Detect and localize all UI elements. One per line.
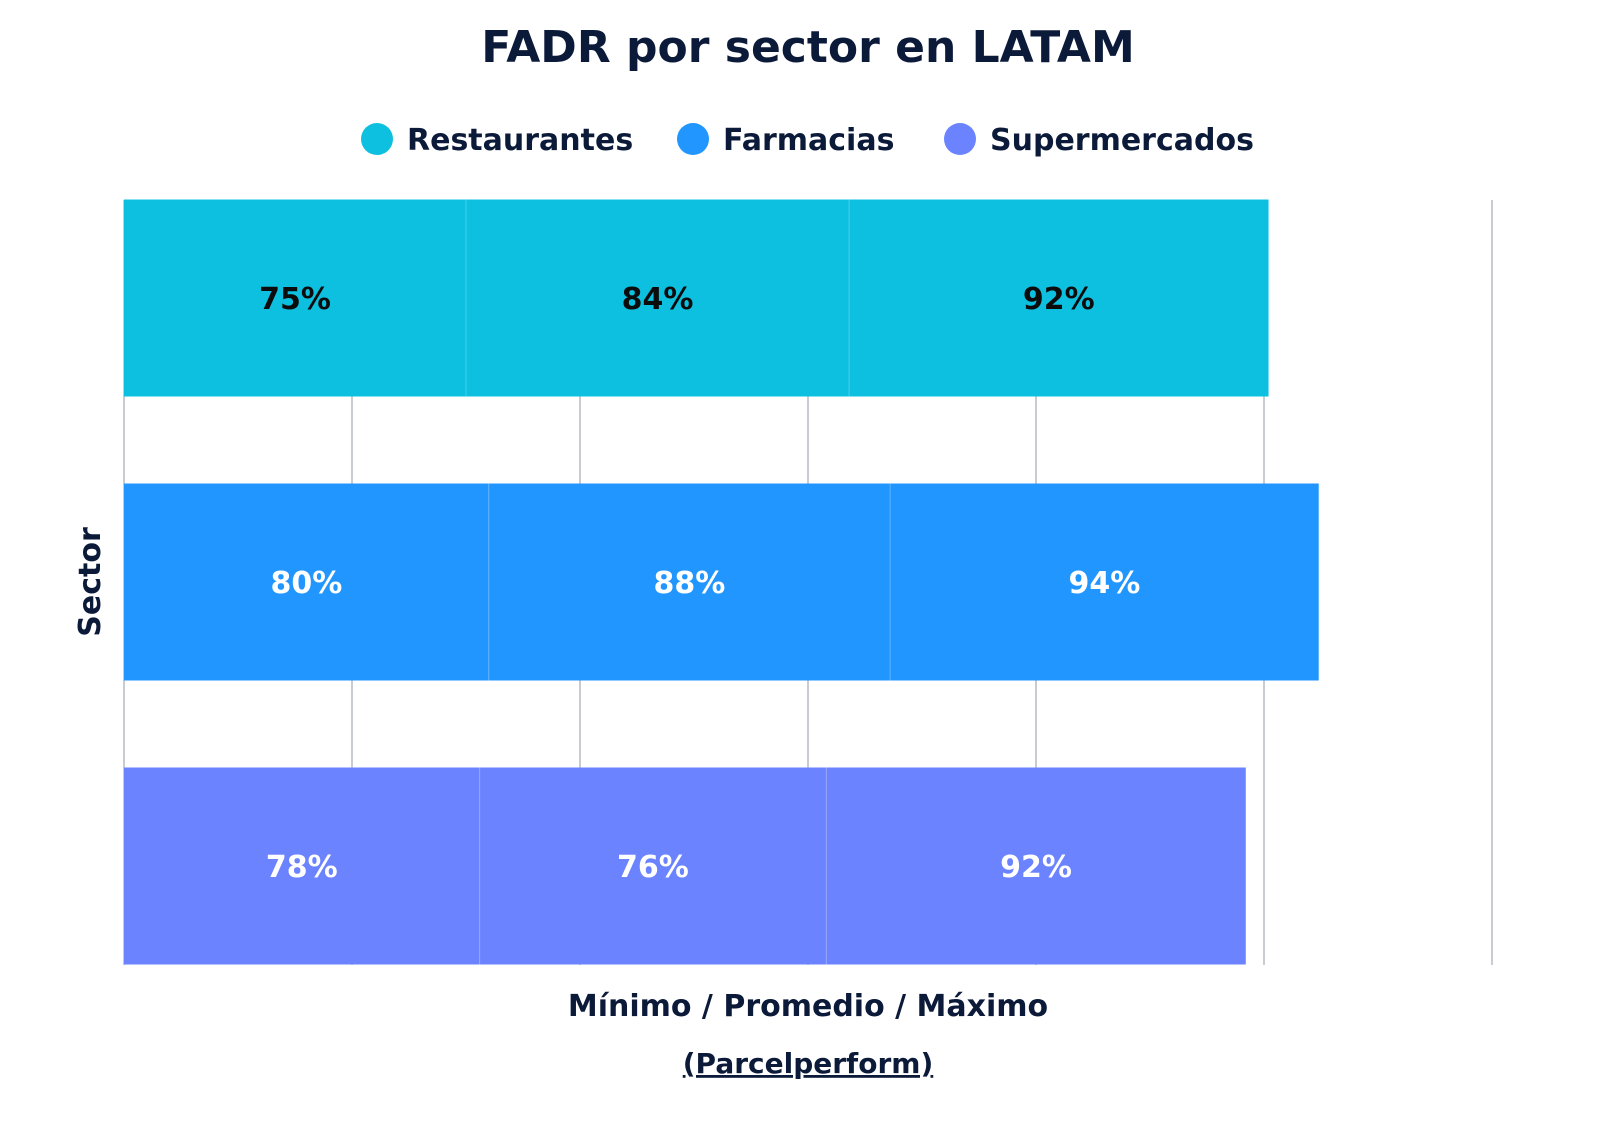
x-axis-label: Mínimo / Promedio / Máximo [568, 989, 1048, 1024]
bar-supermercados-mínimo [124, 767, 480, 965]
data-label-restaurantes-1: 84% [622, 282, 694, 317]
legend-label-supermercados: Supermercados [990, 123, 1254, 158]
bar-restaurantes-mínimo [124, 199, 466, 397]
bar-restaurantes-máximo [849, 199, 1269, 397]
legend-marker-restaurantes [361, 123, 393, 155]
data-label-farmacias-1: 88% [654, 566, 726, 601]
legend-label-farmacias: Farmacias [723, 123, 894, 158]
bars-layer [124, 199, 1319, 965]
data-label-supermercados-2: 92% [1000, 850, 1072, 885]
legend-marker-farmacias [677, 123, 709, 155]
legend: Restaurantes Farmacias Supermercados [361, 123, 1254, 158]
source-link[interactable]: (Parcelperform) [683, 1047, 934, 1080]
data-label-farmacias-0: 80% [270, 566, 342, 601]
bar-supermercados-promedio [479, 767, 827, 965]
data-label-farmacias-2: 94% [1068, 566, 1140, 601]
legend-marker-supermercados [944, 123, 976, 155]
data-label-restaurantes-0: 75% [259, 282, 331, 317]
data-label-supermercados-0: 78% [266, 850, 338, 885]
bar-farmacias-mínimo [124, 483, 489, 681]
labels-layer: 75% 84% 92% 80% 88% 94% 78% 76% 92% [259, 282, 1140, 885]
data-label-supermercados-1: 76% [617, 850, 689, 885]
bar-supermercados-máximo [826, 767, 1246, 965]
chart-title: FADR por sector en LATAM [481, 22, 1135, 73]
legend-label-restaurantes: Restaurantes [407, 123, 633, 158]
y-axis-label: Sector [73, 527, 108, 637]
bar-restaurantes-promedio [466, 199, 850, 397]
bar-farmacias-máximo [890, 483, 1319, 681]
bar-farmacias-promedio [488, 483, 891, 681]
data-label-restaurantes-2: 92% [1023, 282, 1095, 317]
